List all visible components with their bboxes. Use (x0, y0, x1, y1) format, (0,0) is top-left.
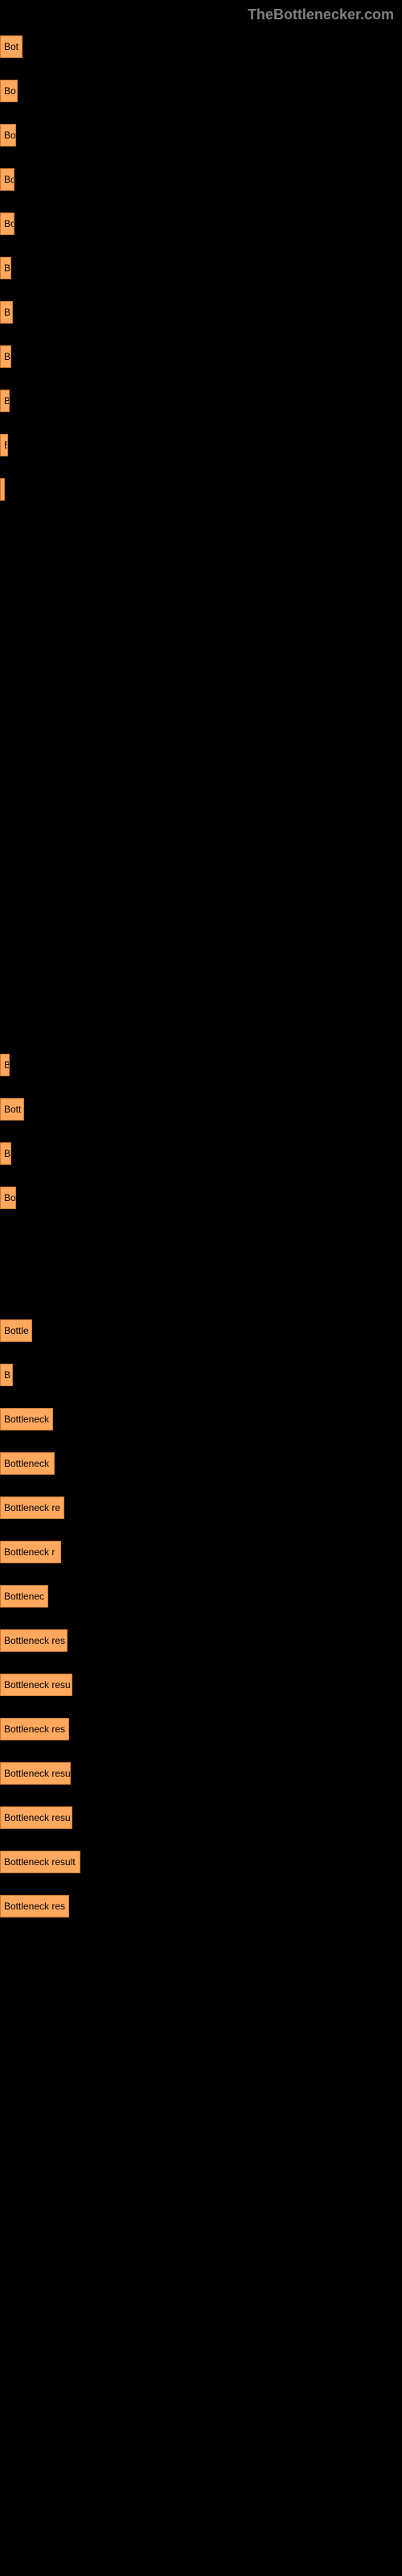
bar: Bottleneck re (0, 1496, 64, 1519)
bar: Bo (0, 124, 16, 147)
bar-row: Bo (0, 113, 402, 157)
bar-row: B (0, 1352, 402, 1397)
bar: Bo (0, 1187, 16, 1209)
bar-row: Bott (0, 1087, 402, 1131)
bar: Bottleneck result (0, 1851, 80, 1873)
bar: B (0, 1364, 13, 1386)
bar-row: Bottleneck res (0, 1707, 402, 1751)
bar: B (0, 1054, 10, 1076)
bar: Bottleneck res (0, 1718, 69, 1740)
bar-row: Bottleneck (0, 1441, 402, 1485)
watermark-text: TheBottlenecker.com (248, 6, 394, 23)
bar: Bottleneck (0, 1452, 55, 1475)
bar: Bott (0, 1098, 24, 1121)
bar-row: Bo (0, 201, 402, 246)
bar: Bottleneck r (0, 1541, 61, 1563)
bar-row: Bottlenec (0, 1574, 402, 1618)
bar-row: Bottleneck res (0, 1618, 402, 1662)
bar: Bottleneck res (0, 1895, 69, 1918)
bar: B (0, 434, 8, 456)
bar-row: Bottleneck re (0, 1485, 402, 1530)
bar: B (0, 301, 13, 324)
bar-row: Bottleneck resu (0, 1662, 402, 1707)
bar-chart: BotBoBoBoBoBBBBBBBottBBoBottleBBottlenec… (0, 24, 402, 1928)
bar-row: B (0, 334, 402, 378)
bar-row: Bottleneck res (0, 1884, 402, 1928)
bar: Bottle (0, 1319, 32, 1342)
bar: Bottleneck (0, 1408, 53, 1430)
bar: B (0, 345, 11, 368)
bar: Bo (0, 168, 14, 191)
bar: B (0, 1142, 11, 1165)
bar: B (0, 257, 11, 279)
bar: Bo (0, 213, 14, 235)
bar-row: B (0, 1042, 402, 1087)
bar: Bottlenec (0, 1585, 48, 1608)
bar-row: Bot (0, 24, 402, 68)
bar-row: Bottleneck r (0, 1530, 402, 1574)
bar-row: Bottleneck resu (0, 1795, 402, 1839)
bar-row: B (0, 378, 402, 423)
bar: Bottleneck resu (0, 1806, 72, 1829)
bar: B (0, 390, 10, 412)
bar: Bot (0, 35, 23, 58)
bar-row: B (0, 290, 402, 334)
bar-row: B (0, 423, 402, 467)
bar-row: B (0, 246, 402, 290)
bar-row: Bottleneck resu (0, 1751, 402, 1795)
bar-row: Bo (0, 68, 402, 113)
bar: Bo (0, 80, 18, 102)
bar-row: Bottleneck (0, 1397, 402, 1441)
bar-row: B (0, 1131, 402, 1175)
bar-row (0, 467, 402, 511)
bar-row: Bottleneck result (0, 1839, 402, 1884)
bar: Bottleneck res (0, 1629, 68, 1652)
bar: Bottleneck resu (0, 1674, 72, 1696)
bar (0, 478, 5, 501)
bar-row: Bottle (0, 1308, 402, 1352)
bar-row: Bo (0, 1175, 402, 1220)
bar: Bottleneck resu (0, 1762, 71, 1785)
bar-row: Bo (0, 157, 402, 201)
